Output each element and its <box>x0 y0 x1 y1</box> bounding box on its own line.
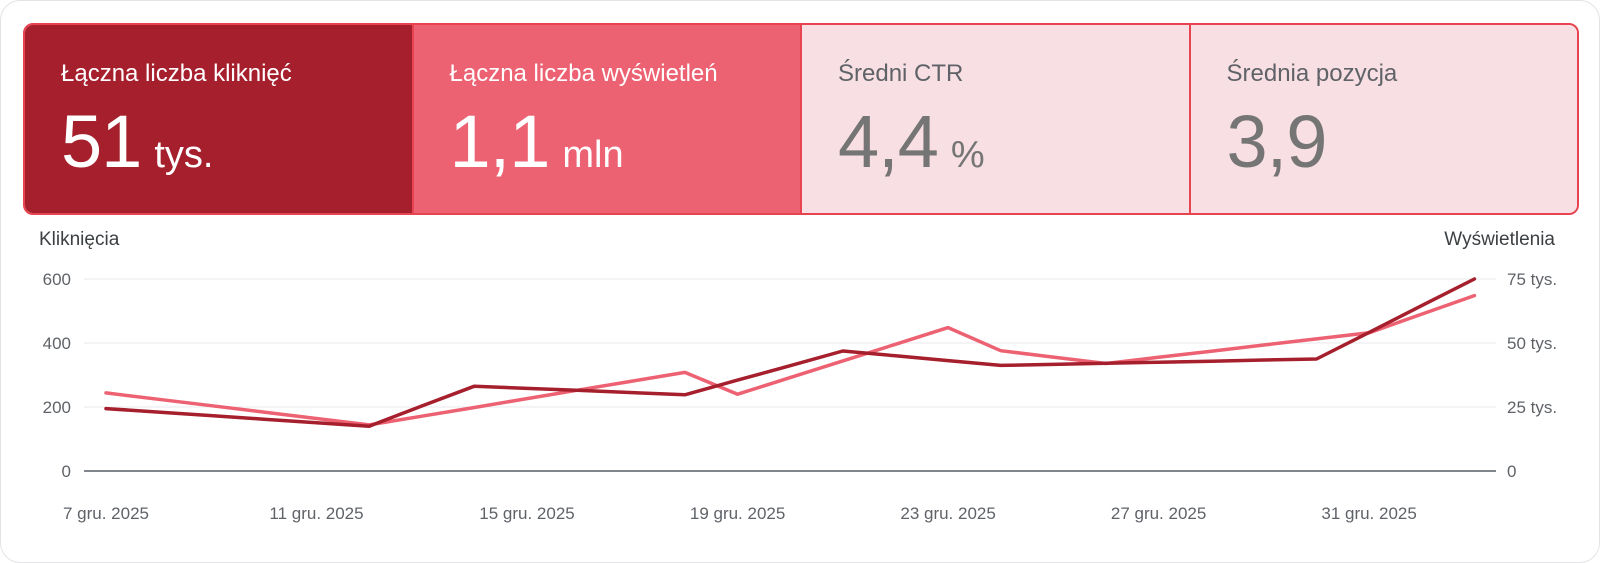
card-total-impressions[interactable]: Łączna liczba wyświetleń 1,1 mln <box>411 25 800 213</box>
x-tick-label: 31 gru. 2025 <box>1321 504 1416 523</box>
metric-value: 1,1 mln <box>450 105 765 179</box>
y-tick-label-right: 0 <box>1507 462 1516 481</box>
metric-unit: tys. <box>154 134 214 176</box>
metric-number: 1,1 <box>449 100 551 183</box>
metric-label: Średnia pozycja <box>1226 60 1398 87</box>
card-average-ctr[interactable]: Średni CTR 4,4 % <box>800 25 1189 213</box>
metric-label: Łączna liczba kliknięć <box>61 60 292 87</box>
x-tick-label: 23 gru. 2025 <box>900 504 995 523</box>
metric-number: 51 <box>61 100 142 183</box>
y-tick-label-left: 0 <box>62 462 71 481</box>
impressions-line <box>104 293 1477 427</box>
metric-number: 3,9 <box>1226 100 1328 183</box>
x-tick-label: 15 gru. 2025 <box>479 504 574 523</box>
metric-value: 3,9 <box>1227 105 1542 179</box>
x-tick-label: 11 gru. 2025 <box>269 504 363 523</box>
card-average-position[interactable]: Średnia pozycja 3,9 <box>1188 25 1577 213</box>
x-tick-label: 27 gru. 2025 <box>1111 504 1206 523</box>
left-axis-title: Kliknięcia <box>39 229 120 250</box>
y-tick-label-left: 200 <box>43 398 71 417</box>
y-tick-label-right: 25 tys. <box>1507 398 1557 417</box>
card-total-clicks[interactable]: Łączna liczba kliknięć 51 tys. <box>25 25 412 213</box>
right-axis-title: Wyświetlenia <box>1444 229 1555 250</box>
x-tick-label: 7 gru. 2025 <box>63 504 149 523</box>
y-tick-label-right: 50 tys. <box>1507 334 1557 353</box>
y-tick-label-left: 600 <box>43 270 71 289</box>
metric-unit: mln <box>562 134 624 176</box>
metric-value: 51 tys. <box>61 105 376 179</box>
metric-number: 4,4 <box>838 100 939 183</box>
metric-value: 4,4 % <box>838 105 1153 179</box>
metric-label: Średni CTR <box>838 60 964 87</box>
metric-cards-strip: Łączna liczba kliknięć 51 tys. Łączna li… <box>23 23 1579 215</box>
x-tick-label: 19 gru. 2025 <box>690 504 785 523</box>
y-tick-label-right: 75 tys. <box>1507 270 1557 289</box>
metric-label: Łączna liczba wyświetleń <box>449 60 718 87</box>
metric-unit: % <box>950 134 985 176</box>
clicks-line <box>104 277 1477 428</box>
y-tick-label-left: 400 <box>43 334 71 353</box>
